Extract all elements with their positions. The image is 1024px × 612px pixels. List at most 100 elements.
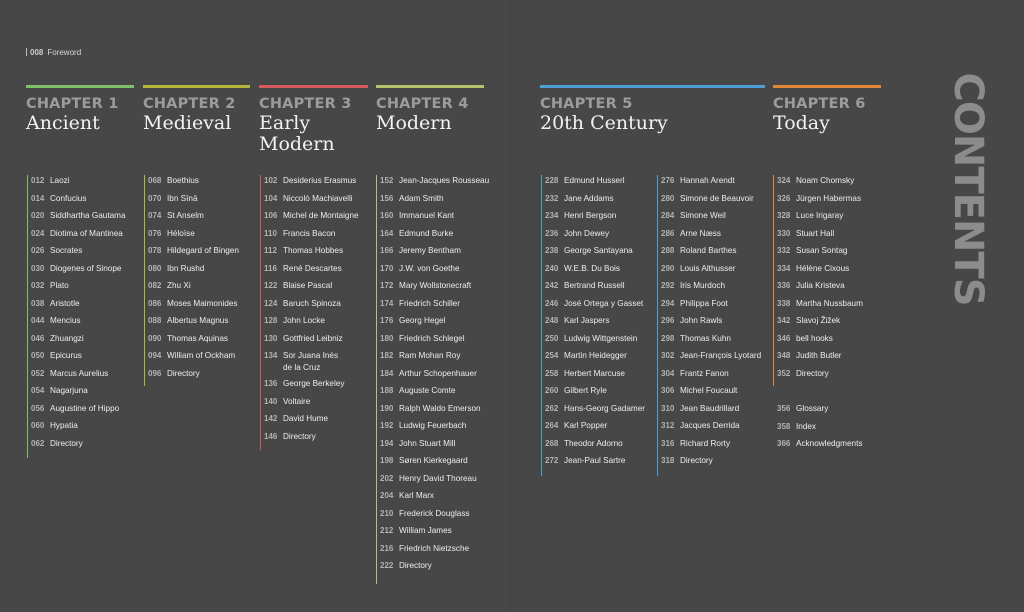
toc-entry[interactable]: 024 Diotima of Mantinea xyxy=(27,228,126,246)
toc-entry[interactable]: 242 Bertrand Russell xyxy=(541,280,645,298)
toc-entry[interactable]: 056 Augustine of Hippo xyxy=(27,403,126,421)
toc-entry[interactable]: 188 Auguste Comte xyxy=(376,385,489,403)
toc-entry[interactable]: 032 Plato xyxy=(27,280,126,298)
toc-entry[interactable]: 292 Iris Murdoch xyxy=(657,280,761,298)
toc-entry[interactable]: 268 Theodor Adorno xyxy=(541,438,645,456)
toc-entry[interactable]: 038 Aristotle xyxy=(27,298,126,316)
toc-entry[interactable]: 136 George Berkeley xyxy=(260,378,359,396)
toc-entry[interactable]: 130 Gottfried Leibniz xyxy=(260,333,359,351)
toc-entry[interactable]: 082 Zhu Xi xyxy=(144,280,239,298)
toc-entry[interactable]: 160 Immanuel Kant xyxy=(376,210,489,228)
toc-entry[interactable]: 204 Karl Marx xyxy=(376,490,489,508)
toc-entry[interactable]: 236 John Dewey xyxy=(541,228,645,246)
toc-entry[interactable]: 170 J.W. von Goethe xyxy=(376,263,489,281)
toc-entry[interactable]: 076 Héloïse xyxy=(144,228,239,246)
toc-entry[interactable]: 356 Glossary xyxy=(773,403,862,421)
toc-entry[interactable]: 156 Adam Smith xyxy=(376,193,489,211)
toc-entry[interactable]: 180 Friedrich Schlegel xyxy=(376,333,489,351)
toc-entry[interactable]: 304 Frantz Fanon xyxy=(657,368,761,386)
toc-entry[interactable]: 094 William of Ockham xyxy=(144,350,239,368)
toc-entry[interactable]: 176 Georg Hegel xyxy=(376,315,489,333)
toc-entry[interactable]: 332 Susan Sontag xyxy=(773,245,863,263)
toc-entry[interactable]: 068 Boethius xyxy=(144,175,239,193)
toc-entry[interactable]: 310 Jean Baudrillard xyxy=(657,403,761,421)
toc-entry[interactable]: 334 Hélène Cixous xyxy=(773,263,863,281)
toc-entry[interactable]: 142 David Hume xyxy=(260,413,359,431)
toc-entry[interactable]: 302 Jean-François Lyotard xyxy=(657,350,761,368)
toc-entry[interactable]: 324 Noam Chomsky xyxy=(773,175,863,193)
toc-entry[interactable]: 238 George Santayana xyxy=(541,245,645,263)
toc-entry[interactable]: 104 Niccolò Machiavelli xyxy=(260,193,359,211)
toc-entry[interactable]: 248 Karl Jaspers xyxy=(541,315,645,333)
toc-entry[interactable]: 246 José Ortega y Gasset xyxy=(541,298,645,316)
toc-entry[interactable]: 212 William James xyxy=(376,525,489,543)
toc-entry[interactable]: 050 Epicurus xyxy=(27,350,126,368)
toc-entry[interactable]: 312 Jacques Derrida xyxy=(657,420,761,438)
toc-entry[interactable]: 062 Directory xyxy=(27,438,126,456)
toc-entry[interactable]: 182 Ram Mohan Roy xyxy=(376,350,489,368)
toc-entry[interactable]: 112 Thomas Hobbes xyxy=(260,245,359,263)
toc-entry[interactable]: 086 Moses Maimonides xyxy=(144,298,239,316)
toc-entry[interactable]: 174 Friedrich Schiller xyxy=(376,298,489,316)
toc-entry[interactable]: 110 Francis Bacon xyxy=(260,228,359,246)
toc-entry[interactable]: 288 Roland Barthes xyxy=(657,245,761,263)
toc-entry[interactable]: 348 Judith Butler xyxy=(773,350,863,368)
toc-entry[interactable]: 316 Richard Rorty xyxy=(657,438,761,456)
toc-entry[interactable]: 060 Hypatia xyxy=(27,420,126,438)
toc-entry[interactable]: 358 Index xyxy=(773,421,862,439)
toc-entry[interactable]: 284 Simone Weil xyxy=(657,210,761,228)
toc-entry[interactable]: 074 St Anselm xyxy=(144,210,239,228)
toc-entry[interactable]: 122 Blaise Pascal xyxy=(260,280,359,298)
toc-entry[interactable]: 222 Directory xyxy=(376,560,489,578)
toc-entry[interactable]: 366 Acknowledgments xyxy=(773,438,862,456)
toc-entry[interactable]: 258 Herbert Marcuse xyxy=(541,368,645,386)
toc-entry[interactable]: 272 Jean-Paul Sartre xyxy=(541,455,645,473)
toc-entry[interactable]: 030 Diogenes of Sinope xyxy=(27,263,126,281)
toc-entry[interactable]: 228 Edmund Husserl xyxy=(541,175,645,193)
toc-entry[interactable]: 254 Martin Heidegger xyxy=(541,350,645,368)
toc-entry[interactable]: 026 Socrates xyxy=(27,245,126,263)
toc-entry[interactable]: 294 Philippa Foot xyxy=(657,298,761,316)
toc-entry[interactable]: 346 bell hooks xyxy=(773,333,863,351)
toc-entry[interactable]: 140 Voltaire xyxy=(260,396,359,414)
toc-entry[interactable]: 306 Michel Foucault xyxy=(657,385,761,403)
toc-entry[interactable]: 202 Henry David Thoreau xyxy=(376,473,489,491)
toc-entry[interactable]: 326 Jürgen Habermas xyxy=(773,193,863,211)
toc-entry[interactable]: 190 Ralph Waldo Emerson xyxy=(376,403,489,421)
toc-entry[interactable]: 260 Gilbert Ryle xyxy=(541,385,645,403)
toc-entry[interactable]: 172 Mary Wollstonecraft xyxy=(376,280,489,298)
toc-entry[interactable]: 096 Directory xyxy=(144,368,239,386)
toc-entry[interactable]: 194 John Stuart Mill xyxy=(376,438,489,456)
toc-entry[interactable]: 280 Simone de Beauvoir xyxy=(657,193,761,211)
toc-entry[interactable]: 262 Hans-Georg Gadamer xyxy=(541,403,645,421)
toc-entry[interactable]: 342 Slavoj Žižek xyxy=(773,315,863,333)
toc-entry[interactable]: 044 Mencius xyxy=(27,315,126,333)
toc-entry[interactable]: 124 Baruch Spinoza xyxy=(260,298,359,316)
toc-entry[interactable]: 336 Julia Kristeva xyxy=(773,280,863,298)
toc-entry[interactable]: 102 Desiderius Erasmus xyxy=(260,175,359,193)
toc-entry[interactable]: 216 Friedrich Nietzsche xyxy=(376,543,489,561)
toc-entry[interactable]: 232 Jane Addams xyxy=(541,193,645,211)
toc-entry[interactable]: 328 Luce Irigaray xyxy=(773,210,863,228)
toc-entry[interactable]: 240 W.E.B. Du Bois xyxy=(541,263,645,281)
toc-entry[interactable]: 046 Zhuangzi xyxy=(27,333,126,351)
toc-entry[interactable]: 164 Edmund Burke xyxy=(376,228,489,246)
toc-entry[interactable]: 080 Ibn Rushd xyxy=(144,263,239,281)
toc-entry[interactable]: 198 Søren Kierkegaard xyxy=(376,455,489,473)
toc-entry[interactable]: 276 Hannah Arendt xyxy=(657,175,761,193)
toc-entry[interactable]: 192 Ludwig Feuerbach xyxy=(376,420,489,438)
toc-entry[interactable]: 298 Thomas Kuhn xyxy=(657,333,761,351)
toc-entry[interactable]: 152 Jean-Jacques Rousseau xyxy=(376,175,489,193)
toc-entry[interactable]: 090 Thomas Aquinas xyxy=(144,333,239,351)
toc-entry[interactable]: 012 Laozi xyxy=(27,175,126,193)
toc-entry[interactable]: 070 Ibn Sīnā xyxy=(144,193,239,211)
toc-entry[interactable]: 250 Ludwig Wittgenstein xyxy=(541,333,645,351)
toc-entry[interactable]: 106 Michel de Montaigne xyxy=(260,210,359,228)
toc-entry[interactable]: 290 Louis Althusser xyxy=(657,263,761,281)
toc-entry[interactable]: 286 Arne Næss xyxy=(657,228,761,246)
toc-entry[interactable]: 166 Jeremy Bentham xyxy=(376,245,489,263)
toc-entry[interactable]: 116 René Descartes xyxy=(260,263,359,281)
toc-entry[interactable]: 264 Karl Popper xyxy=(541,420,645,438)
toc-entry[interactable]: 330 Stuart Hall xyxy=(773,228,863,246)
toc-entry[interactable]: 352 Directory xyxy=(773,368,863,386)
